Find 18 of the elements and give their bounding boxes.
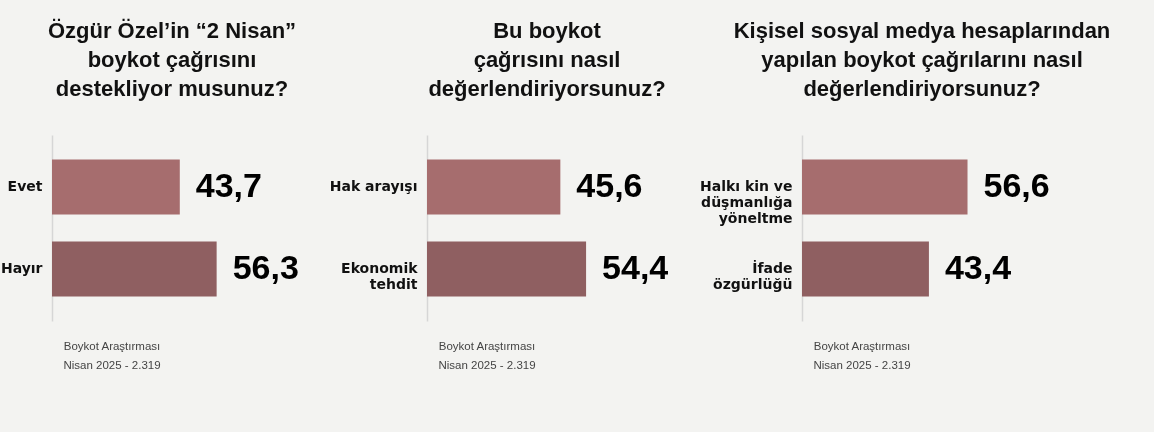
text: Boykot Araştırması Nisan 2025 - 2.319 xyxy=(63,340,161,371)
chart-title: Kişisel sosyal medya hesaplarından yapılan boykot çağrılarını nasıl değerlendiriyorsunuz? xyxy=(733,18,1111,101)
chart-title: Özgür Özel’in “2 Nisan” boykot çağrısını destekliyor musunuz? xyxy=(47,18,297,101)
data-label: 56,6 xyxy=(983,166,1050,205)
data-label: 43,7 xyxy=(195,166,262,205)
data-label: 43,4 xyxy=(944,247,1012,286)
y-tick-label: Hak arayışı xyxy=(329,178,418,195)
y-tick-label: Hayır xyxy=(0,259,43,276)
data-label: 56,3 xyxy=(232,247,299,286)
y-tick-label: Ekonomik tehdit xyxy=(341,259,419,292)
chart-title: Bu boykot çağrısını nasıl değerlendiriyorsunuz? xyxy=(428,18,666,101)
y-tick-label: Evet xyxy=(7,178,43,195)
data-label: 54,4 xyxy=(602,247,669,286)
y-tick-label: Halkı kin ve düşmanlığa yöneltme xyxy=(699,178,793,227)
y-tick-label: İfade özgürlüğü xyxy=(713,259,793,292)
text: Boykot Araştırması Nisan 2025 - 2.319 xyxy=(438,340,536,371)
text: Boykot Araştırması Nisan 2025 - 2.319 xyxy=(813,340,911,371)
data-label: 45,6 xyxy=(576,166,643,205)
